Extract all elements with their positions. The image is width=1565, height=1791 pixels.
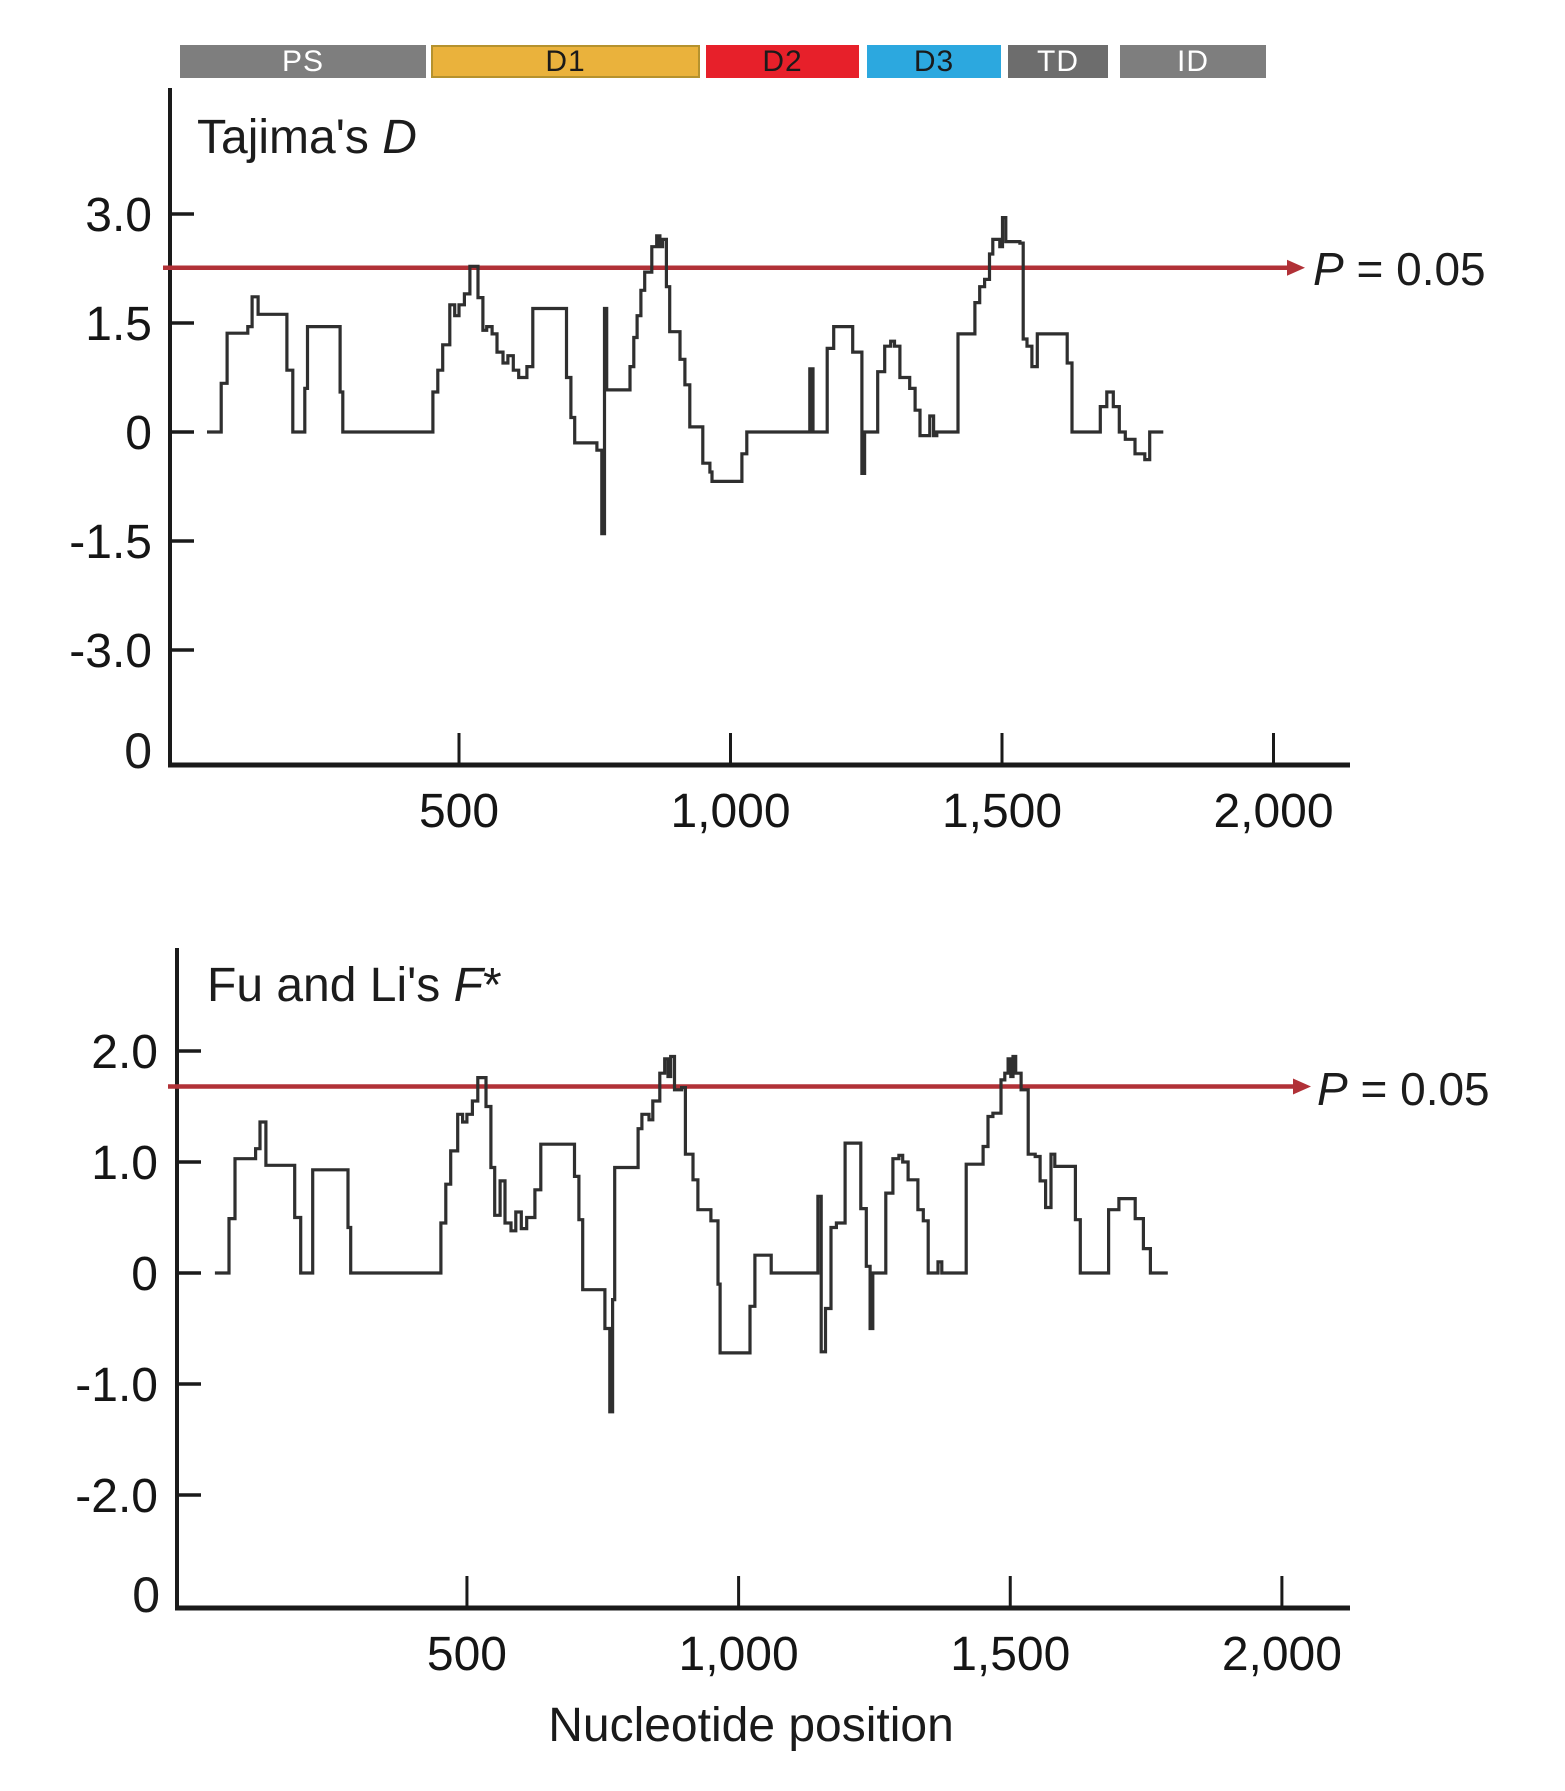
domain-segment-d3: D3: [867, 45, 1001, 78]
tajimas-d-y-tick-label: 0: [125, 407, 152, 460]
fu-li-f-x-tick-label: 1,000: [679, 1628, 799, 1681]
fu-li-f-y-tick-label: 2.0: [91, 1026, 158, 1079]
tajimas-d-x-tick-label: 500: [419, 785, 499, 838]
fu-li-f-x-tick-label: 1,500: [950, 1628, 1070, 1681]
tajimas-d-x-tick-label: 2,000: [1213, 785, 1333, 838]
p-value-text: = 0.05: [1343, 243, 1486, 295]
tajimas-d-y-tick-label: 1.5: [85, 298, 152, 351]
x-axis-title: Nucleotide position: [548, 1699, 954, 1752]
domain-segment-d2: D2: [706, 45, 859, 78]
tajimas-d-y-tick-label: -3.0: [69, 625, 152, 678]
p-symbol: P: [1317, 1063, 1348, 1115]
tajimas-d-y-tick-label: -1.5: [69, 516, 152, 569]
fu-li-f-significance-arrow: [1293, 1078, 1311, 1095]
tajimas-d-x-tick-label: 1,500: [942, 785, 1062, 838]
fu-li-f-x-tick-label: 500: [427, 1628, 507, 1681]
chart-title-symbol: F: [453, 959, 483, 1012]
domain-segment-d1: D1: [431, 45, 700, 78]
domain-segment-label: D2: [762, 44, 803, 78]
fu-li-f-title: Fu and Li's F*: [207, 958, 502, 1013]
p-symbol: P: [1313, 243, 1344, 295]
domain-segment-ps: PS: [180, 45, 426, 78]
chart-title-text: Tajima's: [197, 111, 383, 164]
significance-label-2: P = 0.05: [1317, 1066, 1490, 1112]
domain-segment-label: PS: [281, 44, 325, 78]
tajimas-d-title: Tajima's D: [197, 110, 417, 165]
domain-segment-id: ID: [1120, 45, 1266, 78]
origin-zero-label-1: 0: [124, 723, 152, 779]
domain-segment-label: D1: [545, 44, 586, 78]
chart-title-symbol: D: [382, 111, 417, 164]
fu-li-f-x-tick-label: 2,000: [1222, 1628, 1342, 1681]
fu-li-f-y-tick-label: 1.0: [91, 1137, 158, 1190]
tajimas-d-y-tick-label: 3.0: [85, 189, 152, 242]
fu-li-f-y-tick-label: -2.0: [75, 1470, 158, 1523]
tajimas-d-significance-arrow: [1287, 259, 1305, 276]
fu-li-f-statistic-curve: [214, 1054, 1168, 1414]
domain-segment-td: TD: [1008, 45, 1108, 78]
tajimas-d-statistic-curve: [207, 216, 1164, 536]
domain-segment-label: D3: [913, 44, 955, 78]
domain-segment-label: ID: [1177, 44, 1209, 78]
fu-li-f-y-tick-label: 0: [131, 1248, 158, 1301]
significance-label-1: P = 0.05: [1313, 246, 1486, 292]
chart-title-text: Fu and Li's: [207, 959, 454, 1012]
domain-segment-label: TD: [1037, 44, 1079, 78]
p-value-text: = 0.05: [1347, 1063, 1490, 1115]
fu-li-f-y-tick-label: -1.0: [75, 1359, 158, 1412]
origin-zero-label-2: 0: [132, 1567, 160, 1623]
chart-title-superscript: *: [482, 959, 502, 1012]
tajimas-d-x-tick-label: 1,000: [670, 785, 790, 838]
